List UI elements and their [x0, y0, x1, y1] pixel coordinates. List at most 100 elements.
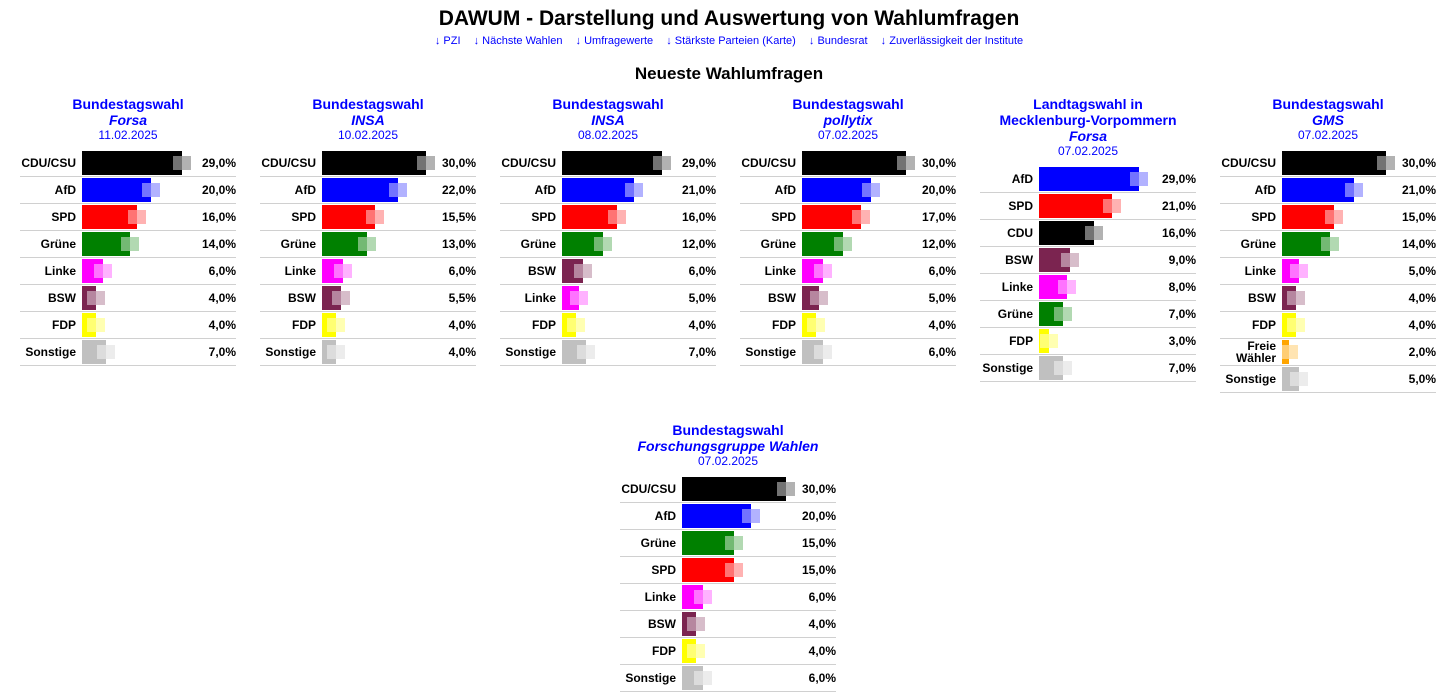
party-name: AfD	[620, 502, 682, 530]
party-percent: 7,0%	[1153, 354, 1196, 382]
party-bar	[802, 340, 823, 364]
party-percent: 16,0%	[194, 203, 236, 231]
result-row: AfD 21,0%	[500, 176, 716, 204]
range-indicator	[702, 671, 712, 685]
poll-institute[interactable]: Forsa	[108, 112, 148, 128]
range-indicator	[388, 183, 398, 197]
bar-cell	[82, 338, 194, 366]
range-indicator	[575, 318, 585, 332]
poll-title[interactable]: Bundestagswahl	[672, 422, 784, 438]
party-percent: 20,0%	[194, 176, 236, 204]
party-name: Sonstige	[20, 338, 82, 366]
result-row: CDU 16,0%	[980, 219, 1196, 247]
range-indicator	[1070, 253, 1080, 267]
party-bar	[322, 286, 341, 310]
party-bar	[802, 178, 871, 202]
range-indicator	[425, 156, 435, 170]
poll-card: Bundestagswahl Forsa 11.02.2025 CDU/CSU 2…	[20, 96, 236, 366]
range-indicator	[603, 237, 613, 251]
poll-date: 07.02.2025	[1297, 128, 1359, 142]
party-name: BSW	[620, 610, 682, 638]
bar-cell	[1282, 176, 1394, 204]
party-name: Grüne	[500, 230, 562, 258]
nav-link-pzi[interactable]: ↓ PZI	[434, 35, 461, 47]
range-indicator	[416, 156, 426, 170]
range-indicator	[335, 345, 345, 359]
party-name: Sonstige	[260, 338, 322, 366]
range-indicator	[851, 210, 861, 224]
bar-cell	[802, 203, 914, 231]
poll-institute[interactable]: GMS	[1312, 112, 1344, 128]
bar-cell	[1039, 327, 1154, 355]
poll-institute[interactable]: INSA	[591, 112, 625, 128]
party-bar	[322, 151, 426, 175]
result-row: FDP 4,0%	[20, 311, 236, 339]
poll-title[interactable]: Bundestagswahl	[72, 96, 184, 112]
result-row: BSW 6,0%	[500, 257, 716, 285]
party-percent: 4,0%	[1394, 284, 1436, 312]
party-name: CDU/CSU	[740, 150, 802, 177]
poll-institute[interactable]: Forschungsgruppe Wahlen	[637, 438, 819, 454]
range-indicator	[1061, 253, 1071, 267]
result-row: Grüne 12,0%	[500, 230, 716, 258]
party-name: CDU/CSU	[1220, 150, 1282, 177]
range-indicator	[1295, 318, 1305, 332]
poll-institute[interactable]: Forsa	[1068, 128, 1108, 144]
party-bar	[82, 205, 138, 229]
bar-cell	[802, 311, 914, 339]
poll-title[interactable]: Bundestagswahl	[552, 96, 664, 112]
party-name: SPD	[620, 556, 682, 584]
result-row: BSW 9,0%	[980, 246, 1196, 274]
result-row: CDU/CSU 30,0%	[740, 150, 956, 177]
range-indicator	[1085, 226, 1095, 240]
party-name: SPD	[20, 203, 82, 231]
poll-date: 07.02.2025	[817, 128, 879, 142]
party-percent: 6,0%	[674, 257, 716, 285]
nav-link-bundesrat[interactable]: ↓ Bundesrat	[808, 35, 868, 47]
party-percent: 30,0%	[914, 150, 956, 177]
range-indicator	[95, 291, 105, 305]
party-name: Linke	[20, 257, 82, 285]
range-indicator	[326, 345, 336, 359]
party-name: Grüne	[260, 230, 322, 258]
range-indicator	[1290, 264, 1300, 278]
range-indicator	[810, 291, 820, 305]
range-indicator	[1286, 291, 1296, 305]
poll-title[interactable]: Bundestagswahl	[312, 96, 424, 112]
nav-link-poll-values[interactable]: ↓ Umfragewerte	[575, 35, 654, 47]
result-row: Grüne 14,0%	[20, 230, 236, 258]
range-indicator	[742, 509, 751, 523]
range-indicator	[625, 183, 635, 197]
bar-cell	[1282, 311, 1394, 339]
poll-card: Bundestagswahl INSA 10.02.2025 CDU/CSU 30…	[260, 96, 476, 366]
party-bar	[562, 232, 604, 256]
poll-title[interactable]: Bundestagswahl	[1272, 96, 1384, 112]
poll-title[interactable]: Landtagswahl in Mecklenburg-Vorpommern	[999, 96, 1177, 128]
result-row: Sonstige 6,0%	[620, 664, 836, 692]
bar-cell	[322, 230, 434, 258]
party-percent: 7,0%	[1153, 300, 1196, 328]
poll-institute[interactable]: pollytix	[823, 112, 873, 128]
range-indicator	[905, 156, 915, 170]
nav-link-next-elections[interactable]: ↓ Nächste Wahlen	[473, 35, 563, 47]
party-name: CDU/CSU	[620, 476, 682, 503]
party-percent: 15,0%	[794, 529, 836, 557]
party-name: AfD	[260, 176, 322, 204]
range-indicator	[751, 509, 760, 523]
nav-link-strongest-parties-map[interactable]: ↓ Stärkste Parteien (Karte)	[666, 35, 796, 47]
nav-link-institute-reliability[interactable]: ↓ Zuverlässigkeit der Institute	[880, 35, 1024, 47]
party-bar	[682, 477, 786, 501]
range-indicator	[1288, 345, 1298, 359]
party-name: Sonstige	[740, 338, 802, 366]
party-bar	[82, 151, 183, 175]
party-name: Freie Wähler	[1220, 338, 1282, 366]
poll-title[interactable]: Bundestagswahl	[792, 96, 904, 112]
party-percent: 16,0%	[674, 203, 716, 231]
range-indicator	[1324, 210, 1334, 224]
range-indicator	[566, 318, 576, 332]
result-row: Sonstige 7,0%	[20, 338, 236, 366]
bar-cell	[1039, 246, 1154, 274]
range-indicator	[142, 183, 151, 197]
poll-institute[interactable]: INSA	[351, 112, 385, 128]
poll-date: 08.02.2025	[577, 128, 639, 142]
